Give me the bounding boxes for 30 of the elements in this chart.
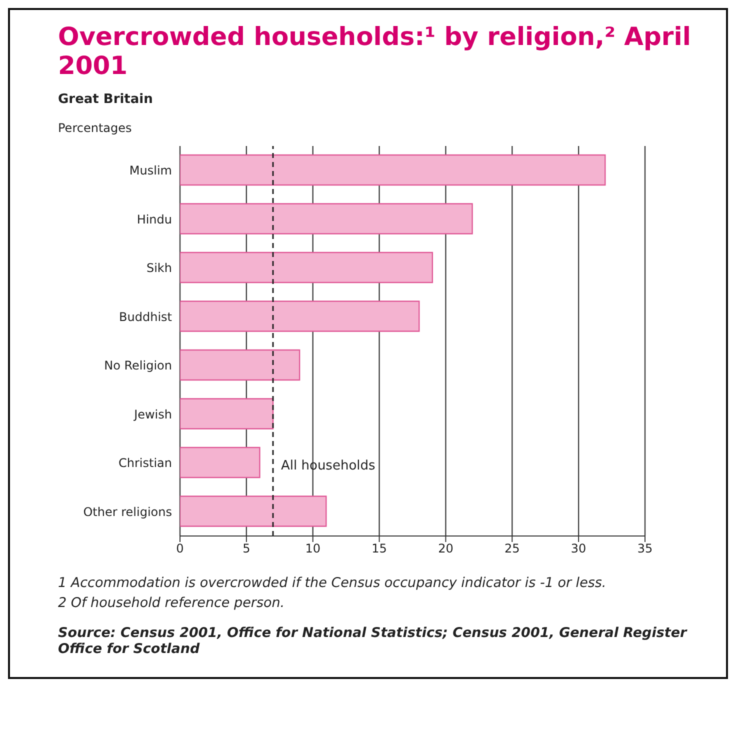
y-tick-label: Muslim [129,164,172,178]
bar [180,154,606,186]
bar [180,252,434,284]
x-tick-label: 10 [305,542,320,556]
bar [180,300,420,332]
bar [180,496,327,527]
y-tick-label: No Religion [104,358,172,373]
bar [180,349,300,381]
chart-title: Overcrowded households:¹ by religion,² April 2001 [58,22,692,80]
source-note: Source: Census 2001, Office for National Statistics; Census 2001, General Register Office for Scotland [58,625,688,657]
y-tick-label: Other religions [83,504,172,519]
x-tick-label: 5 [242,542,250,556]
bar [180,446,260,478]
x-tick-label: 15 [372,542,387,556]
y-tick-label: Buddhist [119,310,172,324]
y-tick-label: Jewish [133,407,172,422]
y-tick-label: Sikh [146,261,172,276]
chart-subtitle: Great Britain [58,92,154,107]
text: 1 Accommodation is overcrowded if the Census occupancy indicator is -1 or less. [58,575,608,591]
x-tick-label: 25 [504,542,520,556]
x-axis-title: Percentages [58,121,133,135]
y-tick-label: Hindu [136,212,172,226]
x-tick-label: 20 [438,542,454,556]
bar [180,398,274,430]
x-tick-label: 30 [570,542,586,556]
text: 2 Of household reference person. [58,595,286,611]
x-tick-label: 0 [176,542,184,556]
bar [180,203,473,234]
x-tick-label: 35 [637,542,653,556]
y-tick-label: Christian [118,456,172,470]
